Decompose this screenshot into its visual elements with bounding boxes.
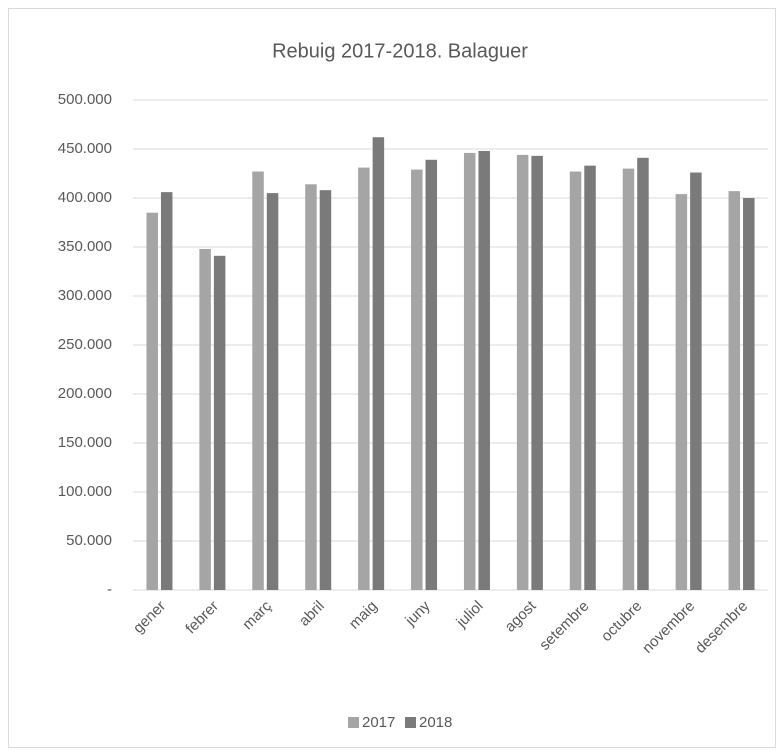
legend-swatch xyxy=(348,717,359,728)
y-tick-label: 450.000 xyxy=(58,140,112,157)
bar xyxy=(411,169,423,590)
bar xyxy=(569,171,582,591)
chart-title: Rebuig 2017-2018. Balaguer xyxy=(272,40,528,62)
y-tick-label: 300.000 xyxy=(58,287,112,304)
bar xyxy=(213,255,226,590)
y-tick-label: 200.000 xyxy=(58,385,112,402)
y-tick-label: 50.000 xyxy=(66,532,112,549)
bar xyxy=(372,137,385,591)
bar xyxy=(199,248,211,590)
bar xyxy=(160,192,173,590)
bar xyxy=(146,212,158,590)
bar xyxy=(728,191,741,590)
bar xyxy=(358,167,370,590)
y-tick-label: 400.000 xyxy=(58,189,112,206)
legend-swatch xyxy=(405,717,416,728)
bar xyxy=(531,155,543,591)
y-tick-label: 350.000 xyxy=(58,238,112,255)
legend-label: 2017 xyxy=(362,714,395,731)
bar xyxy=(478,150,490,590)
bar xyxy=(584,165,596,590)
bar xyxy=(463,152,476,591)
bar xyxy=(675,194,688,590)
bar xyxy=(690,172,702,590)
legend-label: 2018 xyxy=(419,714,452,731)
y-tick-label: 250.000 xyxy=(58,336,112,353)
bar xyxy=(622,168,635,590)
bar xyxy=(516,154,529,590)
y-tick-label: 100.000 xyxy=(58,483,112,500)
bar xyxy=(425,159,438,590)
bar xyxy=(743,198,755,590)
bar xyxy=(305,184,317,590)
bar xyxy=(252,171,264,591)
bar xyxy=(637,157,649,590)
bar xyxy=(266,193,279,590)
y-tick-label: - xyxy=(107,581,112,598)
y-tick-label: 500.000 xyxy=(58,91,112,108)
bar xyxy=(319,190,332,590)
y-tick-label: 150.000 xyxy=(58,434,112,451)
